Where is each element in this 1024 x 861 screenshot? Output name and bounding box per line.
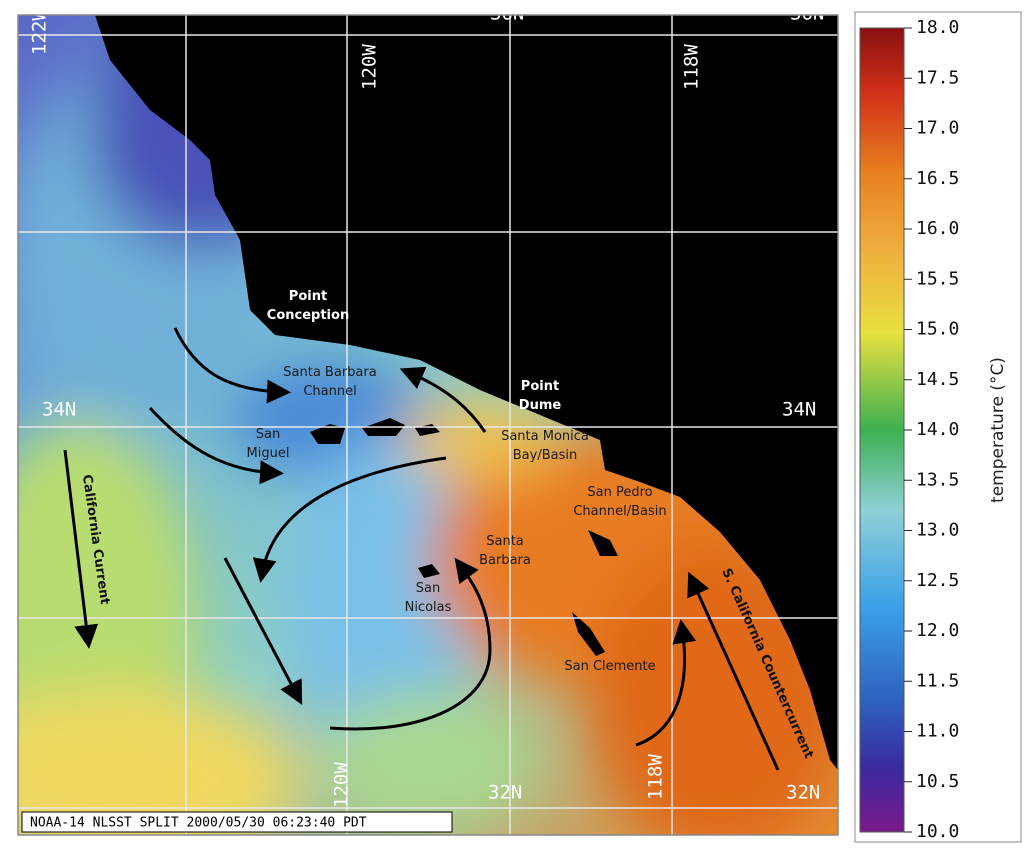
place-label: San Clemente bbox=[564, 659, 655, 674]
colorbar-tick-label: 14.5 bbox=[916, 369, 959, 390]
grid-label: 34N bbox=[42, 399, 76, 421]
place-label: Point bbox=[521, 379, 559, 394]
place-label: Santa bbox=[486, 534, 524, 549]
place-label: Point bbox=[289, 289, 327, 304]
place-labels: Point Conception Santa Barbara Channel San Mi… bbox=[247, 289, 667, 674]
colorbar-tick-label: 13.5 bbox=[916, 469, 959, 490]
place-label: Channel bbox=[303, 384, 356, 399]
grid bbox=[18, 15, 838, 835]
grid-label: 120W bbox=[359, 44, 381, 90]
grid-label: 32N bbox=[488, 782, 522, 804]
colorbar-scale bbox=[859, 27, 905, 833]
place-label: Channel/Basin bbox=[573, 504, 666, 519]
grid-label: 122W bbox=[29, 9, 51, 55]
place-label: San bbox=[256, 427, 280, 442]
grid-label: 36N bbox=[490, 3, 524, 25]
place-label: San bbox=[416, 581, 440, 596]
place-label: Bay/Basin bbox=[513, 448, 577, 463]
place-label: Miguel bbox=[247, 446, 290, 461]
arrows bbox=[63, 327, 780, 771]
grid-label: 118W bbox=[681, 44, 703, 90]
caption: NOAA-14 NLSST SPLIT 2000/05/30 06:23:40 … bbox=[30, 816, 367, 831]
colorbar-tick-label: 12.0 bbox=[916, 620, 959, 641]
colorbar-tick-label: 15.5 bbox=[916, 268, 959, 289]
colorbar-tick-label: 11.5 bbox=[916, 670, 959, 691]
colorbar-tick-label: 14.0 bbox=[916, 419, 959, 440]
colorbar-tick-label: 10.0 bbox=[916, 821, 959, 842]
colorbar-tick-label: 17.5 bbox=[916, 67, 959, 88]
colorbar-tick-label: 16.0 bbox=[916, 218, 959, 239]
place-label: Conception bbox=[267, 308, 349, 323]
colorbar: 10.0 10.5 11.0 11.5 12.0 12.5 13.0 13.5 14.0 14.5… bbox=[859, 17, 959, 842]
grid-label: 36N bbox=[790, 3, 824, 25]
colorbar-tick-label: 15.0 bbox=[916, 319, 959, 340]
grid-label: 118W bbox=[645, 754, 667, 800]
grid-label: 32N bbox=[786, 782, 820, 804]
grid-label: 34N bbox=[782, 399, 816, 421]
colorbar-tick-label: 16.5 bbox=[916, 168, 959, 189]
colorbar-tick-label: 11.0 bbox=[916, 721, 959, 742]
colorbar-tick-label: 18.0 bbox=[916, 17, 959, 38]
grid-labels: 122W 120W 36N 118W 36N 34N 34N 120W 32N … bbox=[29, 3, 825, 808]
colorbar-tick-label: 12.5 bbox=[916, 570, 959, 591]
colorbar-tick-label: 13.0 bbox=[916, 520, 959, 541]
place-label: San Pedro bbox=[587, 485, 652, 500]
colorbar-tick-label: 17.0 bbox=[916, 118, 959, 139]
place-label: Dume bbox=[519, 398, 562, 413]
place-label: Barbara bbox=[479, 553, 531, 568]
place-label: Santa Barbara bbox=[283, 365, 376, 380]
sst-map: 122W 120W 36N 118W 36N 34N 34N 120W 32N … bbox=[18, 3, 838, 835]
place-label: Santa Monica bbox=[501, 429, 589, 444]
colorbar-tick-label: 10.5 bbox=[916, 771, 959, 792]
place-label: Nicolas bbox=[405, 600, 452, 615]
colorbar-label: temperature (°C) bbox=[988, 357, 1008, 503]
grid-label: 120W bbox=[331, 762, 353, 808]
